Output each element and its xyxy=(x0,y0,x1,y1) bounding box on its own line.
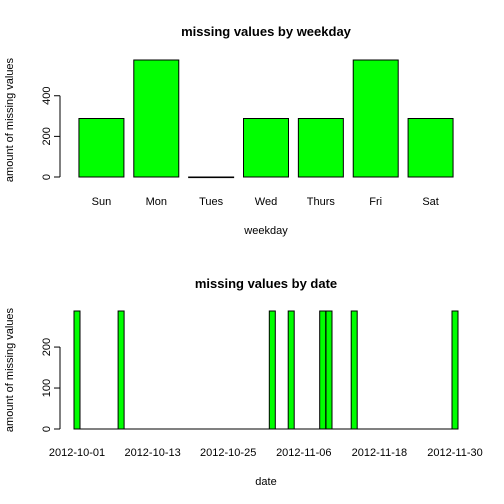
weekday-chart-title: missing values by weekday xyxy=(181,24,352,39)
x-tick-label-mon: Mon xyxy=(146,196,167,208)
x-tick-label-sat: Sat xyxy=(422,196,439,208)
x-tick-label-2012-11-30: 2012-11-30 xyxy=(427,447,482,459)
x-tick-label-2012-10-25: 2012-10-25 xyxy=(200,447,256,459)
date-bars xyxy=(73,310,459,430)
date-y-tick-label: 0 xyxy=(41,426,53,432)
weekday-y-axis: 0 200 400 xyxy=(41,87,61,180)
bar-2012-10-08 xyxy=(117,310,125,430)
x-tick-label-wed: Wed xyxy=(255,196,277,208)
weekday-bars xyxy=(78,59,454,179)
bar-wed xyxy=(243,118,289,178)
bar-2012-11-14 xyxy=(350,310,358,430)
bar-sun xyxy=(78,118,125,178)
bar-thurs xyxy=(297,118,344,178)
bar-2012-11-30 xyxy=(451,310,459,430)
date-x-axis: 2012-10-01 2012-10-13 2012-10-25 2012-11-06… xyxy=(49,447,483,459)
weekday-x-tick-labels: Sun Mon Tues Wed Thurs Fri Sat xyxy=(92,196,439,208)
weekday-chart: missing values by weekday weekday amount… xyxy=(4,24,454,237)
date-y-axis: 0 100 200 xyxy=(41,338,61,432)
date-chart-title: missing values by date xyxy=(195,276,337,291)
date-y-tick-label: 100 xyxy=(41,379,53,397)
x-tick-label-2012-11-06: 2012-11-06 xyxy=(276,447,331,459)
weekday-chart-ylabel: amount of missing values xyxy=(4,57,16,182)
bar-tues xyxy=(188,176,235,179)
date-chart-xlabel: date xyxy=(255,476,276,488)
x-tick-label-sun: Sun xyxy=(92,196,112,208)
bar-2012-11-09 xyxy=(319,310,327,430)
bar-2012-11-04 xyxy=(287,310,295,430)
x-tick-label-2012-10-13: 2012-10-13 xyxy=(124,447,180,459)
x-tick-label-fri: Fri xyxy=(369,196,382,208)
bar-mon xyxy=(133,59,180,178)
bar-2012-11-10 xyxy=(325,310,333,430)
x-tick-label-thurs: Thurs xyxy=(307,196,336,208)
bar-sat xyxy=(407,118,454,178)
x-tick-label-2012-10-01: 2012-10-01 xyxy=(49,447,105,459)
date-y-tick-label: 200 xyxy=(41,338,53,356)
weekday-y-tick-label: 200 xyxy=(41,127,53,145)
weekday-chart-xlabel: weekday xyxy=(243,225,288,237)
bar-fri xyxy=(352,59,399,178)
weekday-y-tick-label: 0 xyxy=(41,174,53,180)
date-chart: missing values by date date amount of mi… xyxy=(4,276,483,488)
x-tick-label-tues: Tues xyxy=(199,196,224,208)
weekday-y-tick-label: 400 xyxy=(41,87,53,105)
date-chart-ylabel: amount of missing values xyxy=(4,307,16,432)
bar-2012-10-01 xyxy=(73,310,81,430)
bar-2012-11-01 xyxy=(268,310,276,430)
x-tick-label-2012-11-18: 2012-11-18 xyxy=(352,447,407,459)
